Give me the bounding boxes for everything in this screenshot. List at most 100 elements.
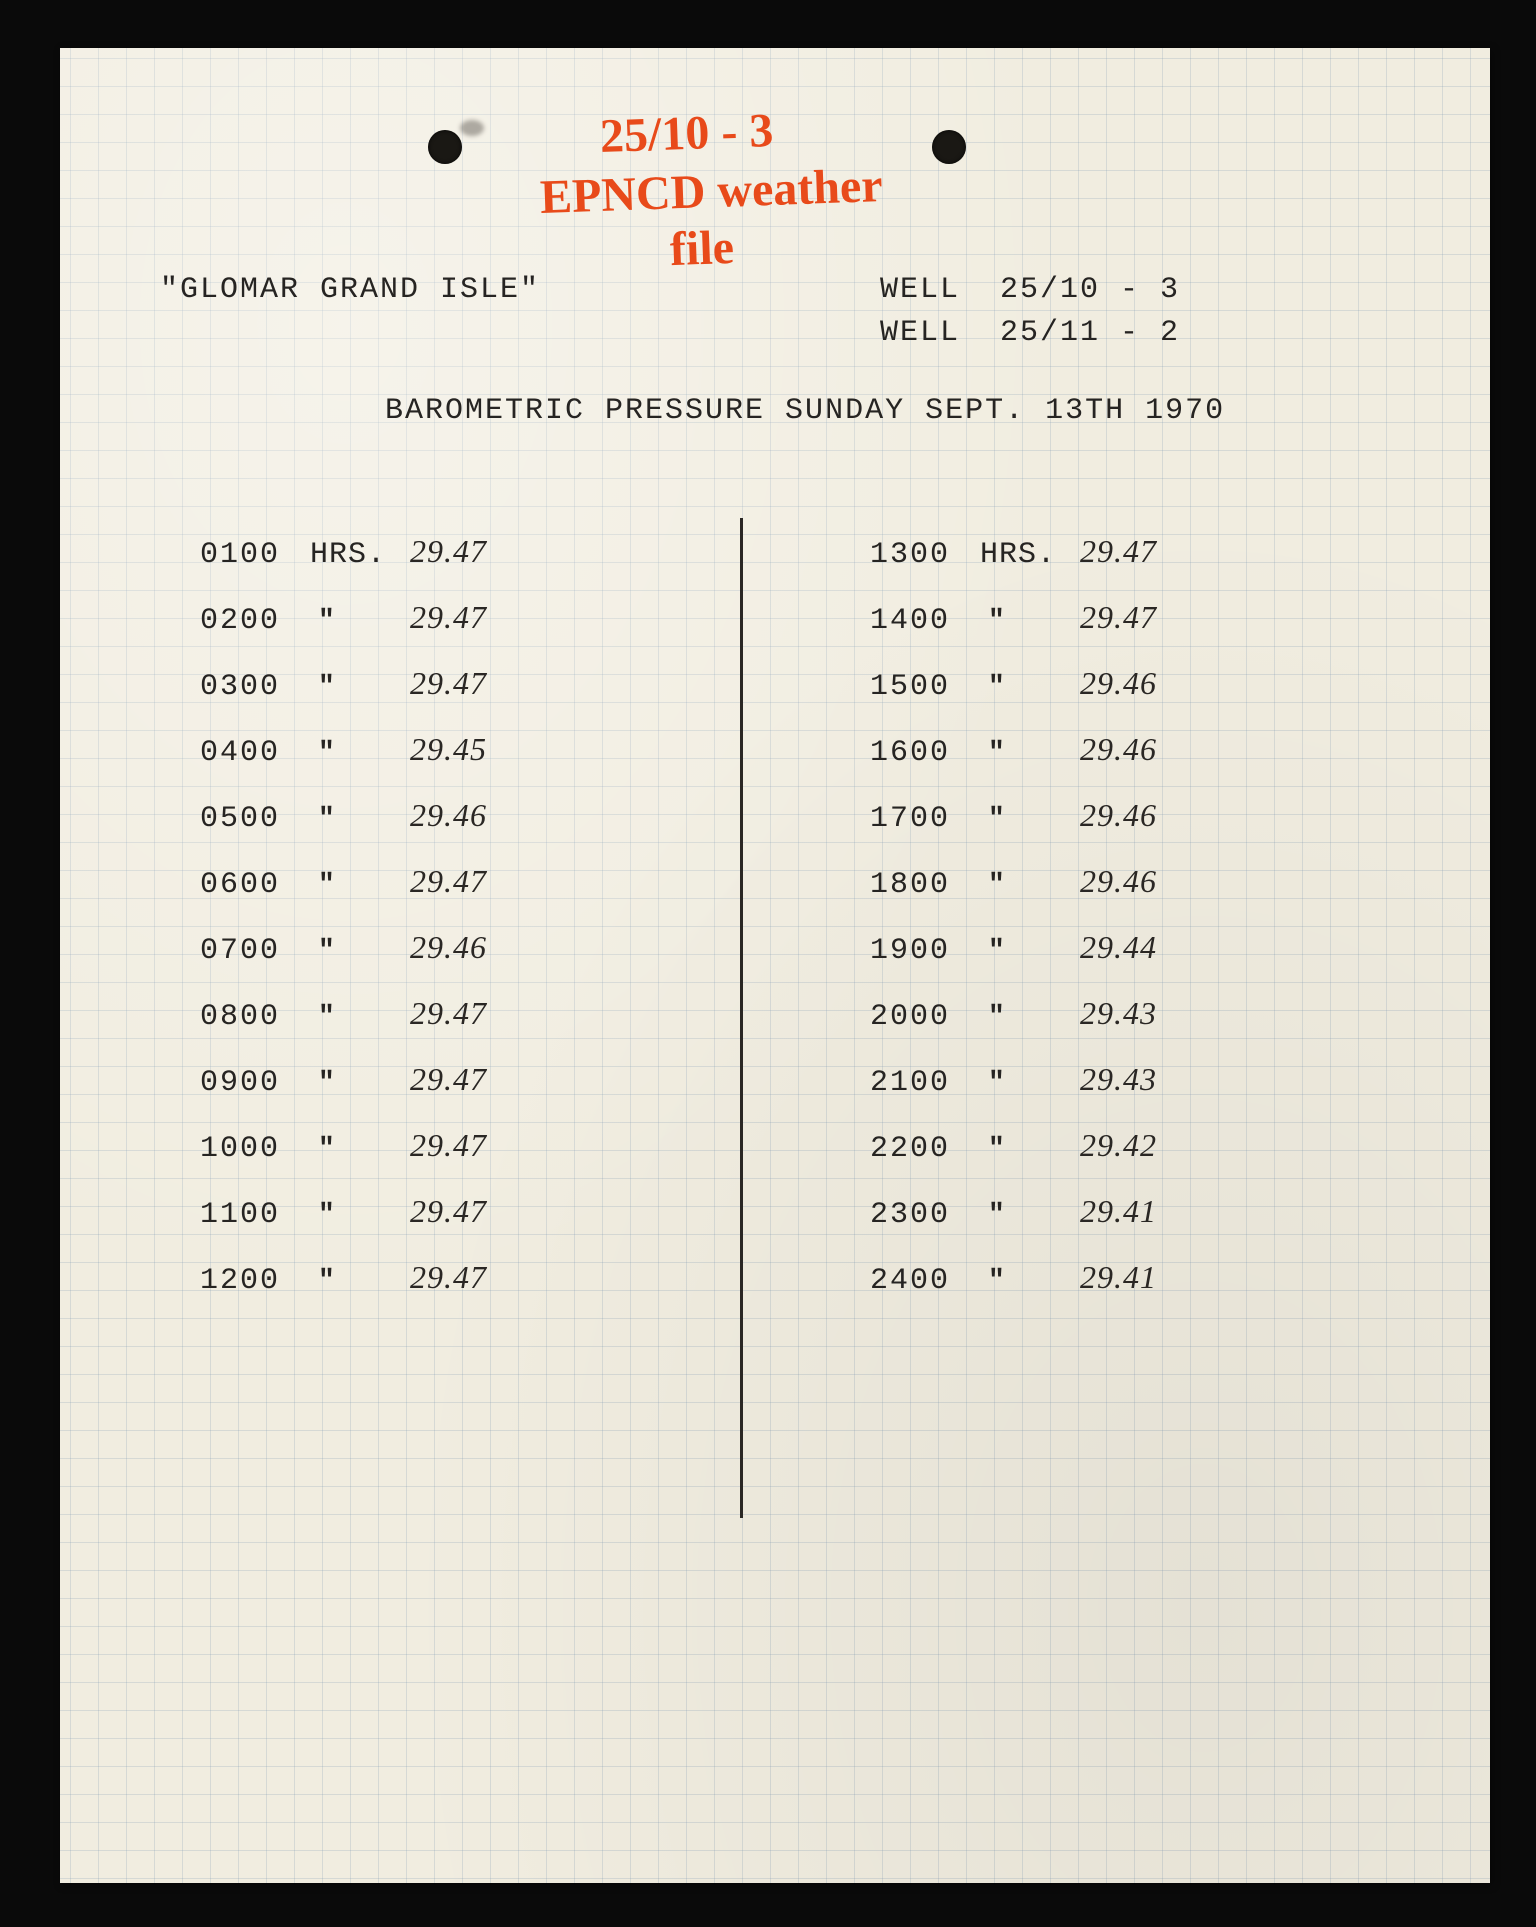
graph-paper-page: 25/10 - 3 EPNCD weather file "GLOMAR GRA… (60, 48, 1490, 1883)
pressure-value: 29.44 (1080, 929, 1240, 966)
table-row: 2100"29.43 (780, 1061, 1360, 1127)
ditto-mark: " (980, 804, 1080, 835)
ditto-mark: " (980, 606, 1080, 637)
table-row: 1500"29.46 (780, 665, 1360, 731)
reading-time: 2000 (870, 1000, 980, 1034)
ditto-mark: " (310, 738, 410, 769)
pressure-value: 29.46 (1080, 731, 1240, 768)
table-row: 0400"29.45 (200, 731, 780, 797)
table-row: 1700"29.46 (780, 797, 1360, 863)
reading-time: 1800 (870, 868, 980, 902)
table-row: 0800"29.47 (200, 995, 780, 1061)
pressure-value: 29.47 (410, 995, 570, 1032)
readings-column-pm: 1300HRS.29.471400"29.471500"29.461600"29… (780, 533, 1360, 1325)
table-row: 1900"29.44 (780, 929, 1360, 995)
well-id-2: WELL 25/11 - 2 (880, 316, 1180, 350)
reading-time: 0800 (200, 1000, 310, 1034)
ditto-mark: " (980, 936, 1080, 967)
table-row: 1800"29.46 (780, 863, 1360, 929)
reading-time: 0600 (200, 868, 310, 902)
pressure-value: 29.43 (1080, 1061, 1240, 1098)
reading-time: 0100 (200, 538, 310, 572)
table-row: 2400"29.41 (780, 1259, 1360, 1325)
pressure-value: 29.46 (1080, 797, 1240, 834)
handwritten-annotation-3: file (669, 222, 735, 277)
pressure-value: 29.47 (410, 1127, 570, 1164)
table-row: 1200"29.47 (200, 1259, 780, 1325)
pressure-value: 29.46 (1080, 863, 1240, 900)
reading-time: 0900 (200, 1066, 310, 1100)
vessel-name: "GLOMAR GRAND ISLE" (160, 273, 540, 307)
table-row: 2200"29.42 (780, 1127, 1360, 1193)
table-row: 1300HRS.29.47 (780, 533, 1360, 599)
reading-time: 1200 (200, 1264, 310, 1298)
ditto-mark: " (980, 1002, 1080, 1033)
pressure-value: 29.45 (410, 731, 570, 768)
ditto-mark: " (310, 1200, 410, 1231)
pressure-value: 29.47 (410, 599, 570, 636)
hrs-label: HRS. (980, 538, 1080, 572)
reading-time: 1400 (870, 604, 980, 638)
pressure-value: 29.47 (410, 665, 570, 702)
table-row: 0700"29.46 (200, 929, 780, 995)
ditto-mark: " (310, 1002, 410, 1033)
ditto-mark: " (980, 1200, 1080, 1231)
pressure-value: 29.43 (1080, 995, 1240, 1032)
pressure-value: 29.46 (1080, 665, 1240, 702)
table-row: 2000"29.43 (780, 995, 1360, 1061)
ditto-mark: " (310, 1134, 410, 1165)
pressure-value: 29.42 (1080, 1127, 1240, 1164)
pressure-value: 29.47 (1080, 533, 1240, 570)
ink-smudge (460, 120, 484, 136)
table-row: 0300"29.47 (200, 665, 780, 731)
ditto-mark: " (980, 870, 1080, 901)
well-id-1: WELL 25/10 - 3 (880, 273, 1180, 307)
punch-hole-left (428, 130, 462, 164)
table-row: 1000"29.47 (200, 1127, 780, 1193)
pressure-value: 29.47 (410, 533, 570, 570)
pressure-value: 29.46 (410, 797, 570, 834)
reading-time: 2300 (870, 1198, 980, 1232)
ditto-mark: " (310, 1068, 410, 1099)
ditto-mark: " (310, 870, 410, 901)
reading-time: 0300 (200, 670, 310, 704)
pressure-value: 29.47 (1080, 599, 1240, 636)
table-row: 2300"29.41 (780, 1193, 1360, 1259)
reading-time: 0400 (200, 736, 310, 770)
pressure-value: 29.47 (410, 1061, 570, 1098)
reading-time: 1100 (200, 1198, 310, 1232)
table-row: 0500"29.46 (200, 797, 780, 863)
hrs-label: HRS. (310, 538, 410, 572)
reading-time: 0500 (200, 802, 310, 836)
ditto-mark: " (980, 738, 1080, 769)
pressure-value: 29.41 (1080, 1259, 1240, 1296)
pressure-value: 29.46 (410, 929, 570, 966)
table-row: 0600"29.47 (200, 863, 780, 929)
reading-time: 1500 (870, 670, 980, 704)
page-title: BAROMETRIC PRESSURE SUNDAY SEPT. 13TH 19… (385, 394, 1225, 428)
ditto-mark: " (980, 1134, 1080, 1165)
table-row: 0200"29.47 (200, 599, 780, 665)
ditto-mark: " (980, 1266, 1080, 1297)
reading-time: 1600 (870, 736, 980, 770)
handwritten-annotation-1: 25/10 - 3 (599, 105, 774, 164)
reading-time: 1300 (870, 538, 980, 572)
reading-time: 0700 (200, 934, 310, 968)
ditto-mark: " (310, 804, 410, 835)
table-row: 0100HRS.29.47 (200, 533, 780, 599)
pressure-value: 29.47 (410, 863, 570, 900)
handwritten-annotation-2: EPNCD weather (539, 160, 883, 225)
reading-time: 1700 (870, 802, 980, 836)
ditto-mark: " (980, 672, 1080, 703)
reading-time: 1900 (870, 934, 980, 968)
reading-time: 2200 (870, 1132, 980, 1166)
ditto-mark: " (310, 1266, 410, 1297)
readings-column-am: 0100HRS.29.470200"29.470300"29.470400"29… (200, 533, 780, 1325)
reading-time: 2100 (870, 1066, 980, 1100)
table-row: 1400"29.47 (780, 599, 1360, 665)
pressure-value: 29.47 (410, 1259, 570, 1296)
ditto-mark: " (310, 606, 410, 637)
ditto-mark: " (310, 936, 410, 967)
reading-time: 0200 (200, 604, 310, 638)
punch-hole-right (932, 130, 966, 164)
